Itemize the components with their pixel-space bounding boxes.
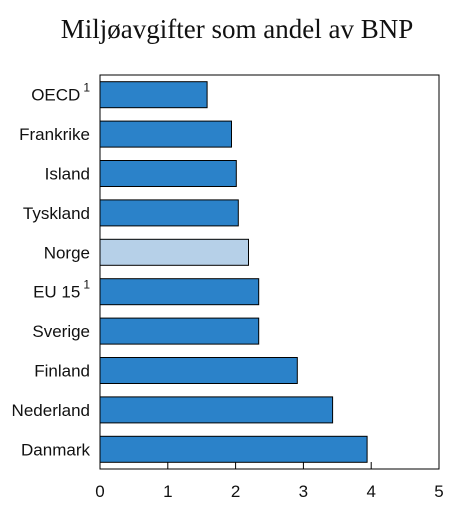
category-name: Island [45,165,90,184]
category-name: EU 15 [33,283,80,302]
x-tick-label-2: 2 [231,482,240,501]
category-label-danmark: Danmark [21,440,90,459]
category-label-oecd: OECD 1 [31,81,90,105]
bar-tyskland [99,199,239,227]
category-name: Frankrike [19,125,90,144]
category-name: Danmark [21,440,90,459]
category-label-norge: Norge [44,243,90,262]
x-tick-label-0: 0 [95,482,104,501]
bar-nederland [99,396,334,424]
bar-eu-15 [99,278,260,306]
bar-island [99,160,237,187]
category-label-sverige: Sverige [32,322,90,341]
category-label-frankrike: Frankrike [19,125,90,144]
category-name: Nederland [12,401,90,420]
x-tick-label-1: 1 [163,482,172,501]
bar-sverige [99,317,260,345]
category-name: Tyskland [23,204,90,223]
footnote-superscript: 1 [83,81,90,95]
category-label-island: Island [45,165,90,184]
bar-frankrike [99,120,232,148]
category-name: Norge [44,243,90,262]
bar-norge [99,238,249,266]
bar-oecd [99,81,208,109]
x-axis-ticks: 0 1 2 3 4 5 [95,462,444,501]
x-tick-label-3: 3 [299,482,308,501]
bars [99,81,368,463]
bar-danmark [99,435,368,463]
x-tick-label-5: 5 [434,482,443,501]
chart-title: Miljøavgifter som andel av BNP [61,14,413,44]
footnote-superscript: 1 [83,278,90,292]
category-label-nederland: Nederland [12,401,90,420]
category-label-eu-15: EU 15 1 [33,278,90,302]
category-label-finland: Finland [34,362,90,381]
bar-finland [99,357,298,384]
category-name: OECD [31,86,80,105]
category-label-tyskland: Tyskland [23,204,90,223]
plot-area-frame [99,74,440,470]
category-name: Sverige [32,322,90,341]
x-tick-label-4: 4 [366,482,375,501]
category-name: Finland [34,362,90,381]
